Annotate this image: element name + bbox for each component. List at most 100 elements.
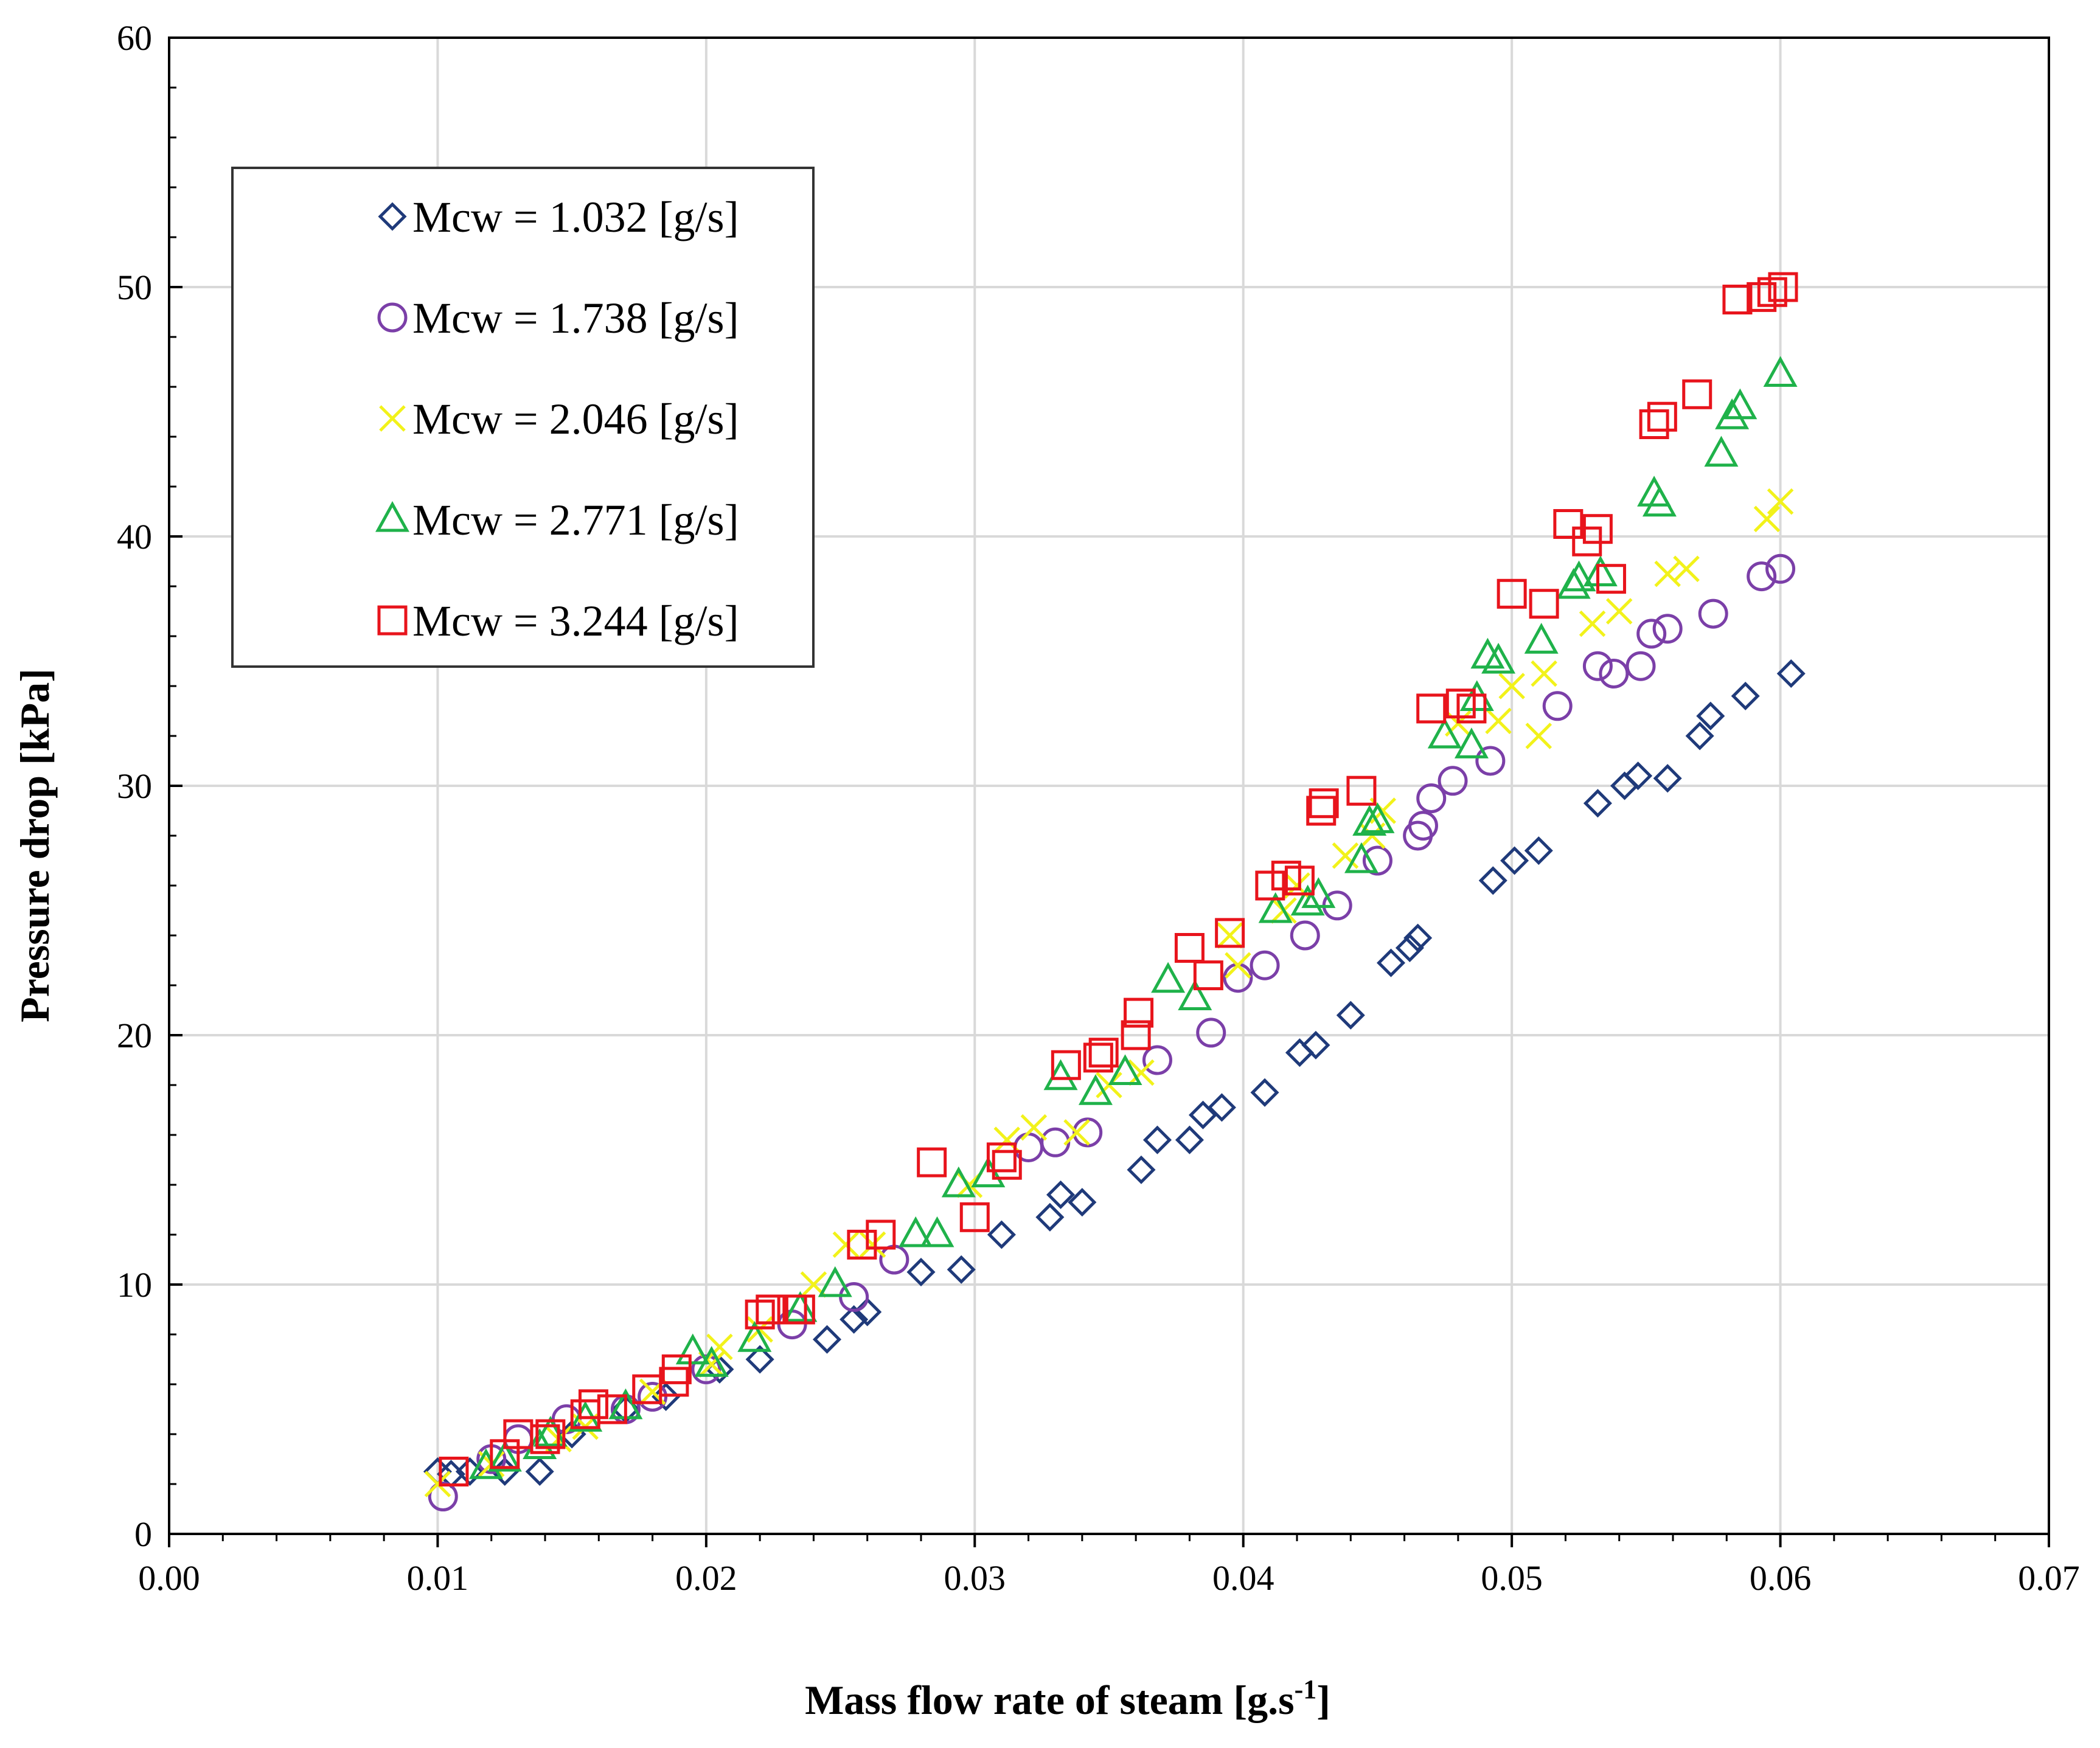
data-point-circle [428, 1482, 458, 1511]
legend-label: Mcw = 3.244 [g/s] [412, 597, 739, 645]
axis-ticks [168, 36, 2050, 1547]
y-tick-label: 50 [117, 268, 152, 307]
legend-marker-circle [377, 302, 408, 333]
data-point-triangle [1562, 560, 1596, 592]
data-point-diamond [840, 1305, 869, 1334]
data-point-square [1596, 564, 1626, 594]
y-tick-label: 30 [117, 766, 152, 806]
data-point-diamond [1175, 1125, 1204, 1154]
data-point-circle [1542, 691, 1573, 721]
data-points [423, 272, 1806, 1511]
data-point-cross [1605, 598, 1633, 625]
x-axis-title-main: Mass flow rate of steam [g.s [805, 1677, 1294, 1723]
data-point-triangle [675, 1333, 710, 1365]
data-point-square [1088, 1038, 1119, 1068]
y-axis-title: Pressure drop [kPa] [12, 668, 58, 1022]
data-point-circle [1765, 553, 1796, 584]
legend: Mcw = 1.032 [g/s] Mcw = 1.738 [g/s] Mcw = … [231, 167, 815, 668]
data-point-triangle [1715, 398, 1750, 429]
data-point-triangle [1258, 892, 1293, 923]
data-point-circle [1698, 598, 1728, 629]
data-point-triangle [1454, 727, 1489, 758]
data-point-cross [1579, 610, 1606, 637]
data-point-circle [1652, 614, 1683, 644]
data-point-triangle [1108, 1054, 1142, 1085]
data-point-diamond [906, 1257, 936, 1287]
y-tick-label: 20 [117, 1016, 152, 1055]
x-tick-label: 0.07 [2018, 1558, 2080, 1598]
data-point-triangle [1352, 805, 1387, 836]
data-point-square [866, 1219, 896, 1250]
data-point-square [661, 1354, 692, 1384]
data-point-square [1682, 379, 1712, 409]
data-point-square [1553, 509, 1584, 539]
data-point-diamond [1250, 1078, 1279, 1107]
data-point-diamond [525, 1457, 554, 1486]
data-point-square [1722, 285, 1753, 314]
data-point-circle [1142, 1045, 1172, 1075]
data-point-triangle [1481, 642, 1516, 674]
data-point-cross [746, 1316, 773, 1343]
y-tick-label: 60 [117, 18, 152, 58]
data-point-circle [1408, 811, 1438, 841]
x-tick-label: 0.01 [407, 1558, 469, 1598]
data-point-square [745, 1299, 775, 1330]
series-diamond [423, 659, 1806, 1489]
data-point-square [1215, 918, 1245, 948]
data-point-triangle [1078, 1074, 1113, 1105]
data-point-cross [1673, 555, 1700, 583]
data-point-square [1284, 865, 1315, 896]
data-point-triangle [1290, 884, 1325, 916]
data-point-diamond [1524, 836, 1553, 865]
data-point-triangle [1642, 485, 1677, 517]
data-point-circle [1747, 561, 1777, 592]
data-point-cross [832, 1231, 860, 1258]
data-point-square [1747, 282, 1777, 312]
data-point-diamond [1696, 701, 1725, 730]
data-point-square [1445, 688, 1476, 719]
data-point-triangle [1524, 623, 1559, 654]
data-point-triangle [971, 1156, 1006, 1188]
data-point-circle [1250, 950, 1280, 980]
data-point-circle [1073, 1117, 1103, 1148]
data-point-triangle [1344, 842, 1379, 873]
x-tick-label: 0.02 [675, 1558, 737, 1598]
data-point-triangle [487, 1440, 522, 1472]
data-point-square [1083, 1042, 1113, 1073]
plot-frame [168, 36, 2050, 1535]
data-point-cross [1525, 723, 1552, 749]
data-point-square [1193, 960, 1223, 991]
data-point-diamond [1301, 1030, 1330, 1060]
legend-label: Mcw = 1.032 [g/s] [412, 193, 739, 241]
data-point-diamond [1731, 681, 1760, 710]
data-point-circle [1599, 659, 1629, 688]
series-square [439, 272, 1798, 1486]
data-point-diamond [1403, 923, 1433, 952]
data-point-cross [1332, 842, 1359, 869]
data-point-square [1309, 788, 1339, 819]
legend-marker-triangle [375, 501, 409, 532]
data-point-diamond [947, 1255, 976, 1284]
data-point-diamond [1207, 1093, 1236, 1122]
data-point-diamond [1376, 948, 1406, 977]
data-point-circle [1636, 619, 1667, 649]
x-axis-title-superscript: -1 [1295, 1674, 1317, 1704]
x-tick-label: 0.04 [1212, 1558, 1274, 1598]
data-point-circle [1290, 920, 1320, 951]
data-point-circle [1196, 1018, 1226, 1048]
data-point-square [1121, 1020, 1151, 1050]
data-point-diamond [1127, 1155, 1156, 1184]
data-point-square [1255, 870, 1285, 901]
data-point-cross [1654, 560, 1681, 588]
legend-label: Mcw = 2.046 [g/s] [412, 395, 739, 443]
data-point-square [756, 1294, 786, 1325]
data-point-triangle [941, 1166, 976, 1198]
data-point-square [1757, 277, 1787, 307]
x-tick-label: 0.05 [1481, 1558, 1543, 1598]
data-point-circle [1438, 766, 1468, 796]
data-point-square [1582, 514, 1613, 544]
data-point-square [986, 1142, 1017, 1173]
legend-items: Mcw = 1.032 [g/s] Mcw = 1.738 [g/s] Mcw = … [375, 193, 739, 645]
data-point-triangle [899, 1216, 933, 1247]
